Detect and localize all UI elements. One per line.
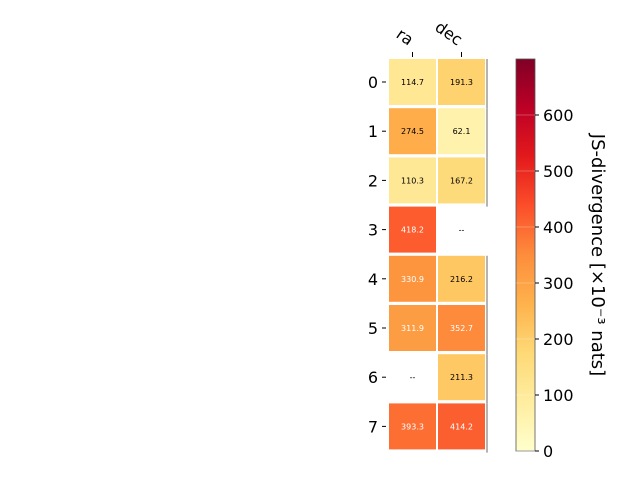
cell-value-label: 352.7 <box>450 324 473 333</box>
cell-missing-label: -- <box>410 373 416 382</box>
heatmap-cell <box>438 305 485 351</box>
cell-value-label: 114.7 <box>401 78 424 87</box>
heatmap-cells: 114.7 191.3 274.5 62.1 110.3 167.2 418.2 -- 330.… <box>389 59 488 453</box>
colorbar-tick-label: 600 <box>543 106 574 125</box>
colorbar: 0 100 200 300 400 500 600 JS-divergence [×10⁻³ … <box>515 58 608 461</box>
cell-value-label: 274.5 <box>401 127 424 136</box>
colorbar-tick-label: 200 <box>543 330 574 349</box>
cell-value-label: 167.2 <box>450 176 473 185</box>
colorbar-label: JS-divergence [×10⁻³ nats] <box>587 133 608 376</box>
row-label-3: 3 <box>368 221 378 240</box>
heatmap-cell <box>438 354 485 401</box>
cell-value-label: 418.2 <box>401 226 424 235</box>
row-label-0: 0 <box>368 73 378 92</box>
col-label-ra: ra <box>393 24 417 49</box>
cell-value-label: 330.9 <box>401 275 424 284</box>
row-label-7: 7 <box>368 417 378 436</box>
heatmap-cell <box>389 403 436 450</box>
colorbar-tick-label: 300 <box>543 274 574 293</box>
colorbar-tick-label: 500 <box>543 162 574 181</box>
cell-value-label: 211.3 <box>450 373 473 382</box>
heatmap-cell <box>438 108 485 155</box>
cell-value-label: 216.2 <box>450 275 473 284</box>
cell-missing-label: -- <box>459 226 465 235</box>
cell-value-label: 393.3 <box>401 422 424 431</box>
row-label-2: 2 <box>368 171 378 190</box>
heatmap-cell <box>438 255 485 302</box>
heatmap-cell <box>389 305 436 351</box>
heatmap-cell <box>389 157 436 204</box>
colorbar-tick-label: 0 <box>543 442 553 461</box>
heatmap-cell <box>438 403 485 450</box>
col-label-dec: dec <box>432 17 466 49</box>
heatmap-cell <box>389 59 436 105</box>
colorbar-gradient <box>515 58 536 452</box>
heatmap-cell <box>438 157 485 204</box>
row-label-4: 4 <box>368 270 378 289</box>
heatmap-cell <box>389 206 436 253</box>
cell-value-label: 311.9 <box>401 324 424 333</box>
cell-value-label: 110.3 <box>401 176 424 185</box>
colorbar-tick-label: 400 <box>543 218 574 237</box>
row-label-1: 1 <box>368 122 378 141</box>
heatmap-cell <box>438 59 485 105</box>
column-labels: ra dec <box>393 17 466 57</box>
heatmap-cell <box>389 108 436 155</box>
cell-value-label: 414.2 <box>450 422 473 431</box>
row-label-6: 6 <box>368 368 378 387</box>
row-labels: 0 1 2 3 4 5 6 7 <box>368 73 386 436</box>
cell-value-label: 62.1 <box>453 127 471 136</box>
cell-value-label: 191.3 <box>450 78 473 87</box>
row-label-5: 5 <box>368 319 378 338</box>
colorbar-tick-label: 100 <box>543 386 574 405</box>
heatmap-cell <box>389 255 436 302</box>
